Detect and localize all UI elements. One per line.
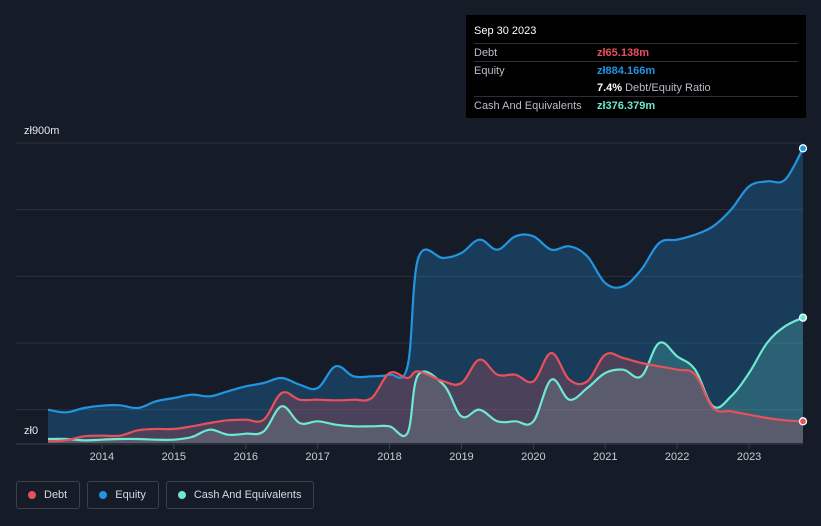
end-markers	[798, 144, 808, 426]
series-lines	[47, 147, 804, 443]
legend-debt-label: Debt	[44, 489, 68, 501]
chart-legend: Debt Equity Cash And Equivalents	[16, 481, 315, 509]
debt-dot-icon	[28, 491, 36, 499]
x-tick-label: 2020	[521, 451, 545, 463]
cash-dot-icon	[177, 491, 186, 499]
y-axis-zero-label: zł0	[24, 425, 39, 437]
gridlines	[16, 142, 803, 445]
tooltip-debt-value: zł65.138m	[597, 46, 649, 59]
x-tick-label: 2017	[305, 451, 329, 463]
tooltip-date: Sep 30 2023	[474, 25, 537, 37]
series-areas	[48, 148, 803, 444]
tooltip-cash-row: Cash And Equivalents zł376.379m	[474, 96, 798, 114]
debt-line	[47, 351, 804, 443]
tooltip-ratio-label: Debt/Equity Ratio	[625, 81, 711, 94]
legend-toggle-equity[interactable]: Equity	[87, 481, 159, 509]
x-axis-ticks: 2014 2015 2016 2017 2018 2019 2020 2021 2022 2023	[90, 444, 761, 463]
x-tick-label: 2023	[737, 451, 761, 463]
x-tick-label: 2018	[377, 451, 401, 463]
y-axis-max-label: zł900m	[24, 125, 60, 137]
tooltip-cash-value: zł376.379m	[597, 99, 656, 112]
x-tick-label: 2015	[162, 451, 186, 463]
tooltip-equity-row: Equity zł884.166m	[474, 61, 798, 79]
tooltip-equity-value: zł884.166m	[597, 64, 656, 77]
cash-end-marker	[798, 313, 808, 322]
tooltip-ratio-row: 7.4% Debt/Equity Ratio	[474, 79, 798, 96]
legend-cash-label: Cash And Equivalents	[193, 489, 302, 501]
tooltip-ratio-value: 7.4%	[597, 81, 623, 94]
x-tick-label: 2014	[90, 451, 114, 463]
tooltip-debt-row: Debt zł65.138m	[474, 43, 798, 61]
x-tick-label: 2016	[233, 451, 257, 463]
equity-line	[47, 147, 804, 414]
legend-equity-label: Equity	[115, 489, 146, 501]
tooltip-equity-label: Equity	[474, 64, 505, 77]
tooltip-cash-label: Cash And Equivalents	[474, 99, 582, 112]
x-tick-label: 2019	[449, 451, 473, 463]
legend-toggle-debt[interactable]: Debt	[16, 481, 81, 509]
equity-dot-icon	[99, 491, 108, 499]
cash-area	[48, 317, 803, 443]
equity-end-marker	[798, 144, 808, 153]
x-tick-label: 2021	[593, 451, 617, 463]
debt-end-marker	[798, 417, 808, 426]
x-tick-label: 2022	[665, 451, 689, 463]
tooltip-debt-label: Debt	[474, 46, 498, 59]
legend-toggle-cash[interactable]: Cash And Equivalents	[165, 481, 315, 509]
cash-line	[47, 316, 804, 442]
tooltip-panel: Sep 30 2023 Debt zł65.138m Equity zł884.…	[466, 15, 806, 118]
